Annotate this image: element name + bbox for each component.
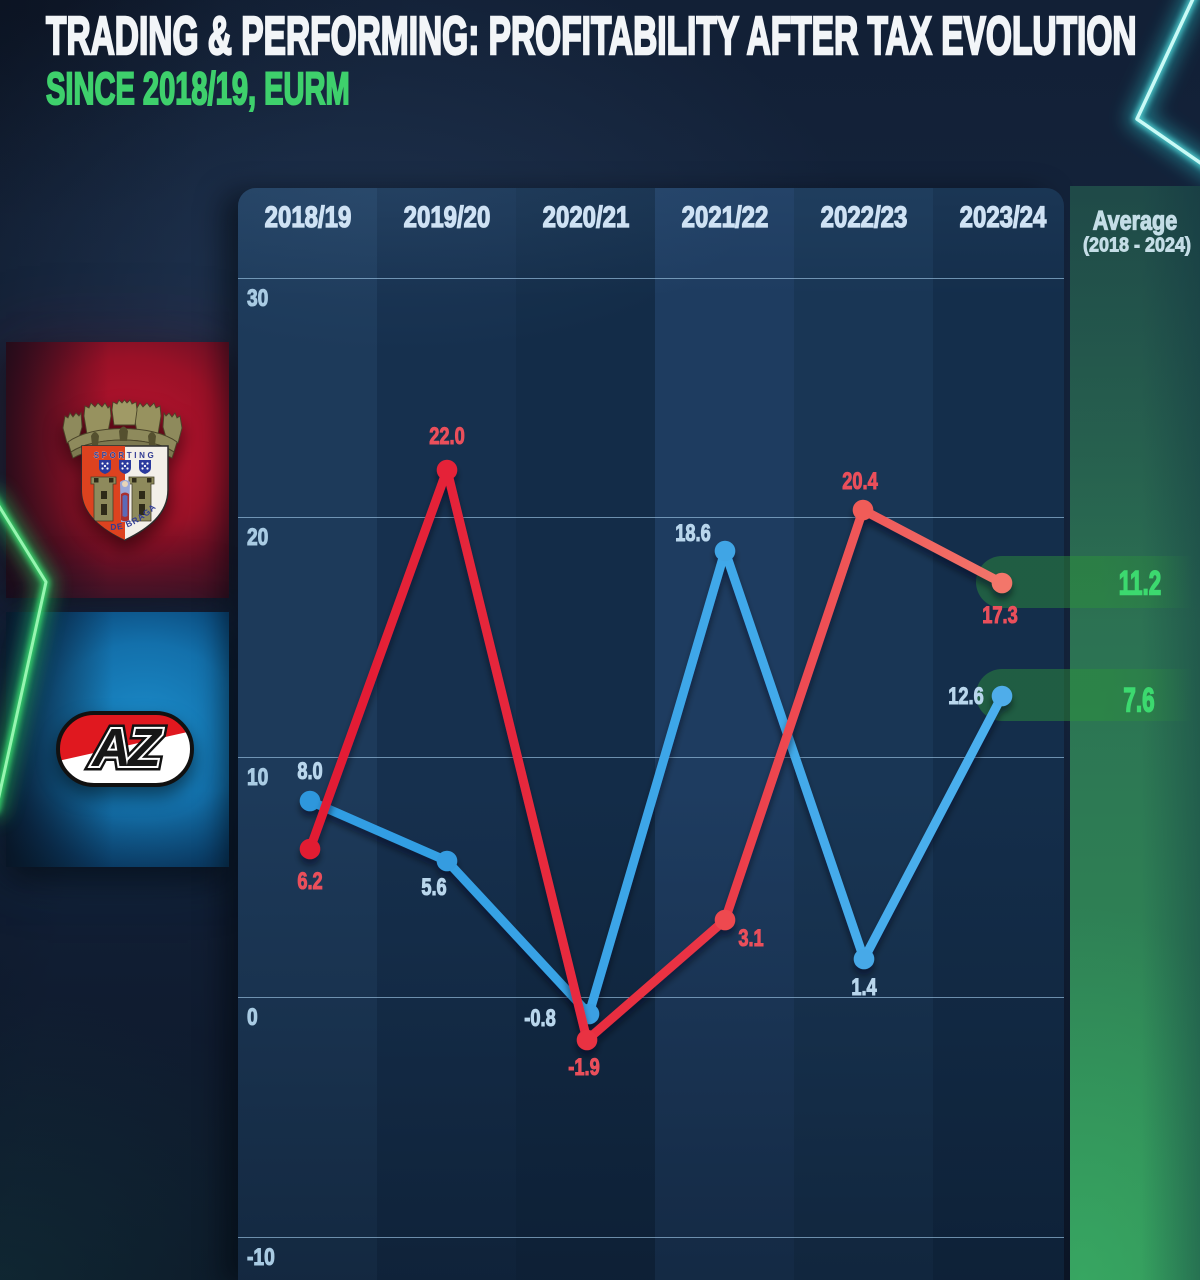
svg-text:SPORTING: SPORTING <box>94 451 157 460</box>
svg-text:AZ: AZ <box>90 718 163 778</box>
svg-text:AZ: AZ <box>90 718 163 778</box>
svg-text:AZ: AZ <box>90 718 163 778</box>
